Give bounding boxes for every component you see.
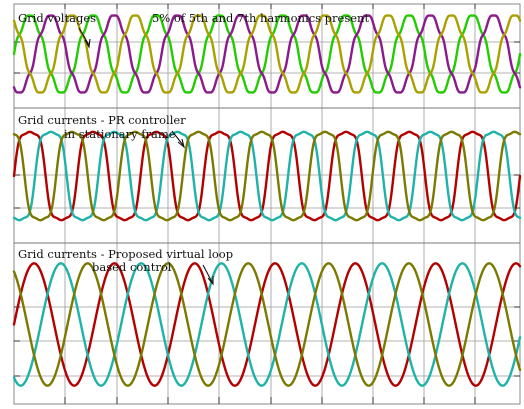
panel1-subtitle: 5% of 5th and 7th harmonics present: [152, 11, 369, 25]
panel3-title-line2: based control: [92, 260, 172, 274]
panel2-title-line1: Grid currents - PR controller: [18, 113, 186, 127]
series-0-0: [12, 14, 522, 94]
series-1-1: [12, 130, 522, 222]
panel-currents-proposed: [12, 262, 522, 387]
series-0-1: [12, 14, 522, 94]
panel2-title-line2: in stationary frame: [64, 127, 176, 141]
series-1-0: [12, 130, 522, 222]
panel2-arrowhead: [177, 138, 185, 149]
panel3-arrowhead: [207, 276, 214, 286]
series-2-1: [12, 262, 522, 387]
panel-currents-pr: [12, 130, 522, 222]
series-1-2: [12, 130, 522, 222]
panel1-title: Grid voltages: [18, 11, 96, 25]
series-0-2: [12, 14, 522, 94]
plot-frame: [13, 3, 521, 405]
panel2-arrow: [171, 130, 184, 146]
series-2-0: [12, 262, 522, 387]
panel3-arrow: [202, 264, 213, 283]
panel1-arrow: [78, 27, 90, 46]
series-2-2: [12, 262, 522, 387]
panel1-arrowhead: [84, 38, 91, 49]
grid-layer: [14, 4, 520, 404]
panel3-title-line1: Grid currents - Proposed virtual loop: [18, 247, 233, 261]
panel-grid-voltages: [12, 14, 522, 94]
